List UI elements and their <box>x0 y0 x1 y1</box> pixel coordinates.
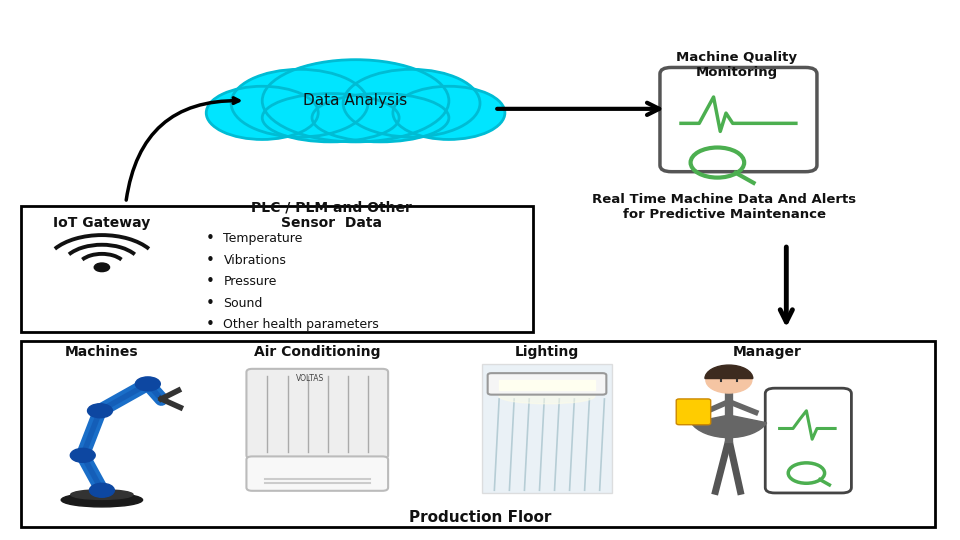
Circle shape <box>135 377 160 391</box>
Ellipse shape <box>71 490 133 500</box>
Wedge shape <box>705 365 753 379</box>
Ellipse shape <box>343 69 480 137</box>
Ellipse shape <box>499 389 595 404</box>
Text: •: • <box>205 274 214 289</box>
Wedge shape <box>691 415 767 437</box>
Bar <box>20 206 533 332</box>
Text: •: • <box>205 318 214 332</box>
Text: Air Conditioning: Air Conditioning <box>254 345 380 359</box>
Text: •: • <box>205 231 214 246</box>
Text: Manager: Manager <box>732 345 802 359</box>
Circle shape <box>94 263 109 272</box>
Text: Real Time Machine Data And Alerts
for Predictive Maintenance: Real Time Machine Data And Alerts for Pr… <box>592 193 856 221</box>
Text: Production Floor: Production Floor <box>409 510 551 525</box>
Text: Sound: Sound <box>224 297 263 310</box>
Circle shape <box>89 483 114 497</box>
Bar <box>20 341 935 527</box>
FancyBboxPatch shape <box>488 373 607 395</box>
FancyBboxPatch shape <box>765 388 852 493</box>
Text: Lighting: Lighting <box>515 345 579 359</box>
Text: •: • <box>205 296 214 311</box>
Bar <box>482 364 612 493</box>
FancyBboxPatch shape <box>660 68 817 172</box>
Circle shape <box>70 448 95 462</box>
Circle shape <box>87 404 112 418</box>
Text: Vibrations: Vibrations <box>224 254 286 267</box>
Text: Machines: Machines <box>65 345 138 359</box>
Text: Data Analysis: Data Analysis <box>303 93 408 109</box>
Ellipse shape <box>312 93 449 142</box>
Text: Machine Quality
Monitoring: Machine Quality Monitoring <box>676 51 797 79</box>
Text: •: • <box>205 253 214 268</box>
Ellipse shape <box>262 93 399 142</box>
Text: IoT Gateway: IoT Gateway <box>53 215 151 230</box>
Bar <box>499 380 595 390</box>
Text: Temperature: Temperature <box>224 232 302 245</box>
Text: PLC / PLM and Other
Sensor  Data: PLC / PLM and Other Sensor Data <box>252 200 412 230</box>
FancyBboxPatch shape <box>247 456 388 491</box>
Circle shape <box>706 367 752 393</box>
Ellipse shape <box>262 60 449 142</box>
Ellipse shape <box>231 69 368 137</box>
Ellipse shape <box>206 86 318 139</box>
Text: Other health parameters: Other health parameters <box>224 318 379 332</box>
FancyBboxPatch shape <box>676 399 710 425</box>
FancyBboxPatch shape <box>247 369 388 458</box>
Text: Pressure: Pressure <box>224 275 276 288</box>
Ellipse shape <box>393 86 505 139</box>
Ellipse shape <box>61 493 143 507</box>
Text: VOLTAS: VOLTAS <box>296 374 324 383</box>
